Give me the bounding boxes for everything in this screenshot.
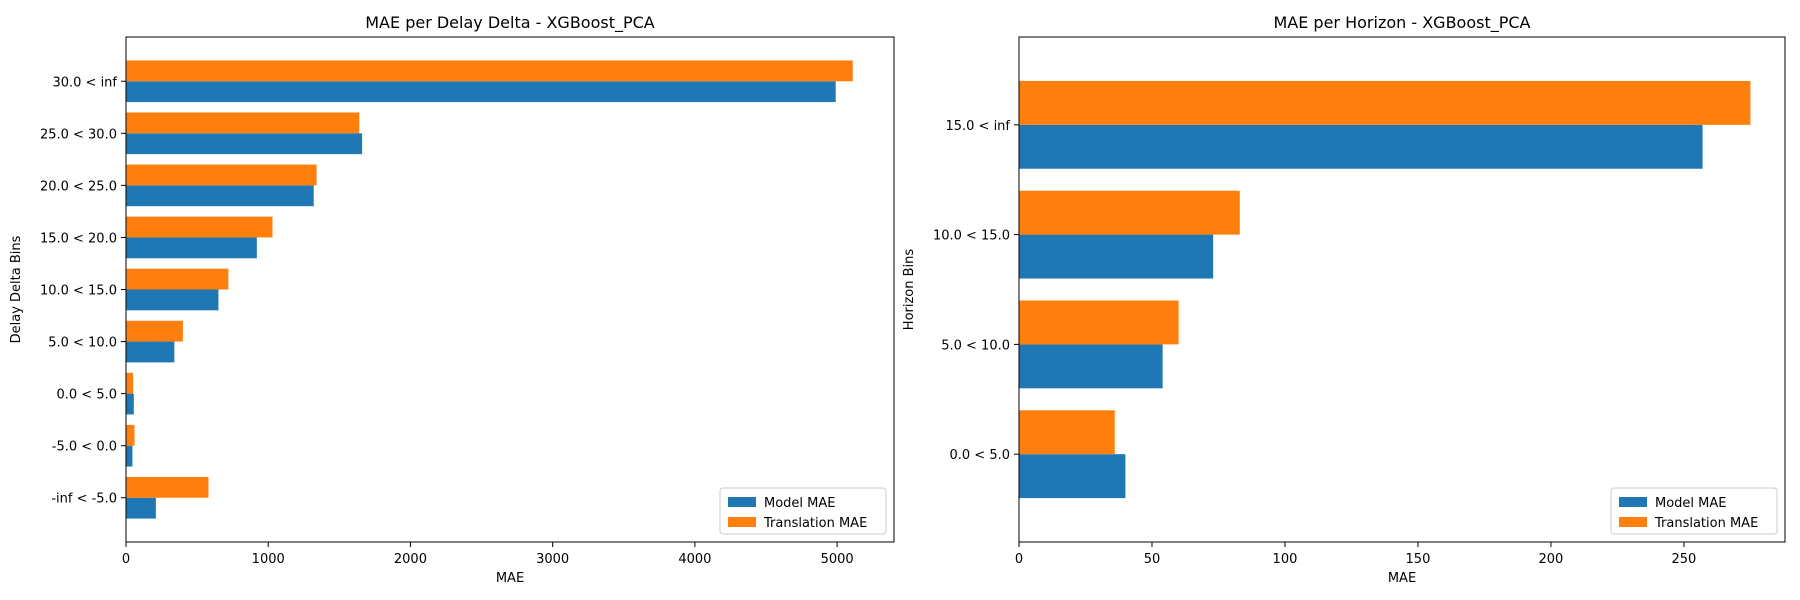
- bar-model-mae: [1019, 454, 1126, 499]
- bar-translation-mae: [126, 216, 273, 238]
- bar-model-mae: [126, 341, 175, 363]
- bar-model-mae: [126, 133, 363, 155]
- bar-model-mae: [126, 497, 156, 519]
- bar-model-mae: [126, 81, 836, 103]
- x-tick-label: 0: [1015, 552, 1023, 567]
- legend-swatch: [728, 497, 756, 507]
- y-tick-label: -5.0 < 0.0: [52, 440, 117, 455]
- chart-title: MAE per Horizon - XGBoost_PCA: [1273, 13, 1530, 33]
- y-tick-label: 5.0 < 10.0: [941, 338, 1010, 353]
- y-tick-label: 10.0 < 15.0: [40, 284, 117, 299]
- bar-translation-mae: [126, 476, 209, 498]
- legend-box: [1610, 487, 1778, 535]
- bar-translation-mae: [126, 268, 229, 290]
- legend-swatch: [1619, 497, 1647, 507]
- bar-translation-mae: [1019, 300, 1179, 345]
- bar-translation-mae: [1019, 80, 1751, 125]
- bar-translation-mae: [1019, 190, 1240, 235]
- x-tick-label: 250: [1672, 552, 1697, 567]
- plot-frame: [1018, 36, 1786, 543]
- bar-model-mae: [126, 185, 314, 207]
- y-tick-label: 25.0 < 30.0: [40, 127, 117, 142]
- legend-box: [719, 487, 887, 535]
- bar-model-mae: [1019, 234, 1214, 279]
- y-tick-label: 5.0 < 10.0: [48, 336, 117, 351]
- y-tick-label: 30.0 < inf: [52, 75, 117, 90]
- x-tick-label: 1000: [252, 552, 285, 567]
- chart-title: MAE per Delay Delta - XGBoost_PCA: [365, 13, 655, 33]
- bar-translation-mae: [126, 424, 135, 446]
- bar-translation-mae: [126, 320, 183, 342]
- y-tick-label: 15.0 < inf: [945, 119, 1010, 134]
- x-axis-label: MAE: [496, 571, 524, 586]
- legend-label: Model MAE: [764, 496, 836, 511]
- y-tick-label: 15.0 < 20.0: [40, 231, 117, 246]
- legend-label: Model MAE: [1655, 496, 1727, 511]
- bar-translation-mae: [126, 372, 134, 394]
- x-tick-label: 100: [1273, 552, 1298, 567]
- legend: Model MAE Translation MAE: [1610, 487, 1778, 535]
- legend-swatch: [1619, 517, 1647, 527]
- x-tick-label: 5000: [821, 552, 854, 567]
- x-tick-label: 3000: [536, 552, 569, 567]
- horizon-chart: 0.0 < 5.0 5.0 < 10.0 10.0 < 15.0 15.0 < inf…: [902, 13, 1786, 586]
- bar-model-mae: [1019, 124, 1703, 169]
- y-tick-label: -inf < -5.0: [51, 492, 117, 507]
- bar-model-mae: [126, 393, 134, 415]
- bar-model-mae: [126, 237, 257, 259]
- y-tick-label: 20.0 < 25.0: [40, 179, 117, 194]
- legend-label: Translation MAE: [1654, 516, 1758, 531]
- bar-model-mae: [1019, 344, 1163, 389]
- legend-swatch: [728, 517, 756, 527]
- x-tick-label: 150: [1406, 552, 1431, 567]
- x-tick-label: 2000: [394, 552, 427, 567]
- bar-model-mae: [126, 289, 219, 311]
- legend: Model MAE Translation MAE: [719, 487, 887, 535]
- x-tick-label: 50: [1144, 552, 1161, 567]
- x-tick-label: 200: [1539, 552, 1564, 567]
- bar-translation-mae: [126, 164, 317, 186]
- y-tick-label: 10.0 < 15.0: [933, 229, 1010, 244]
- y-axis-label: Horizon Bins: [902, 249, 917, 331]
- y-tick-label: 0.0 < 5.0: [56, 388, 117, 403]
- x-tick-label: 4000: [678, 552, 711, 567]
- delay-delta-chart: -inf < -5.0 -5.0 < 0.0 0.0 < 5.0 5.0 < 10.0…: [9, 13, 895, 586]
- x-axis-label: MAE: [1388, 571, 1416, 586]
- bar-model-mae: [126, 445, 133, 467]
- y-axis-label: Delay Delta Bins: [9, 235, 24, 343]
- bar-translation-mae: [126, 60, 853, 82]
- bar-translation-mae: [126, 112, 360, 134]
- x-tick-label: 0: [122, 552, 130, 567]
- legend-label: Translation MAE: [763, 516, 867, 531]
- bar-translation-mae: [1019, 410, 1115, 455]
- y-tick-label: 0.0 < 5.0: [949, 448, 1010, 463]
